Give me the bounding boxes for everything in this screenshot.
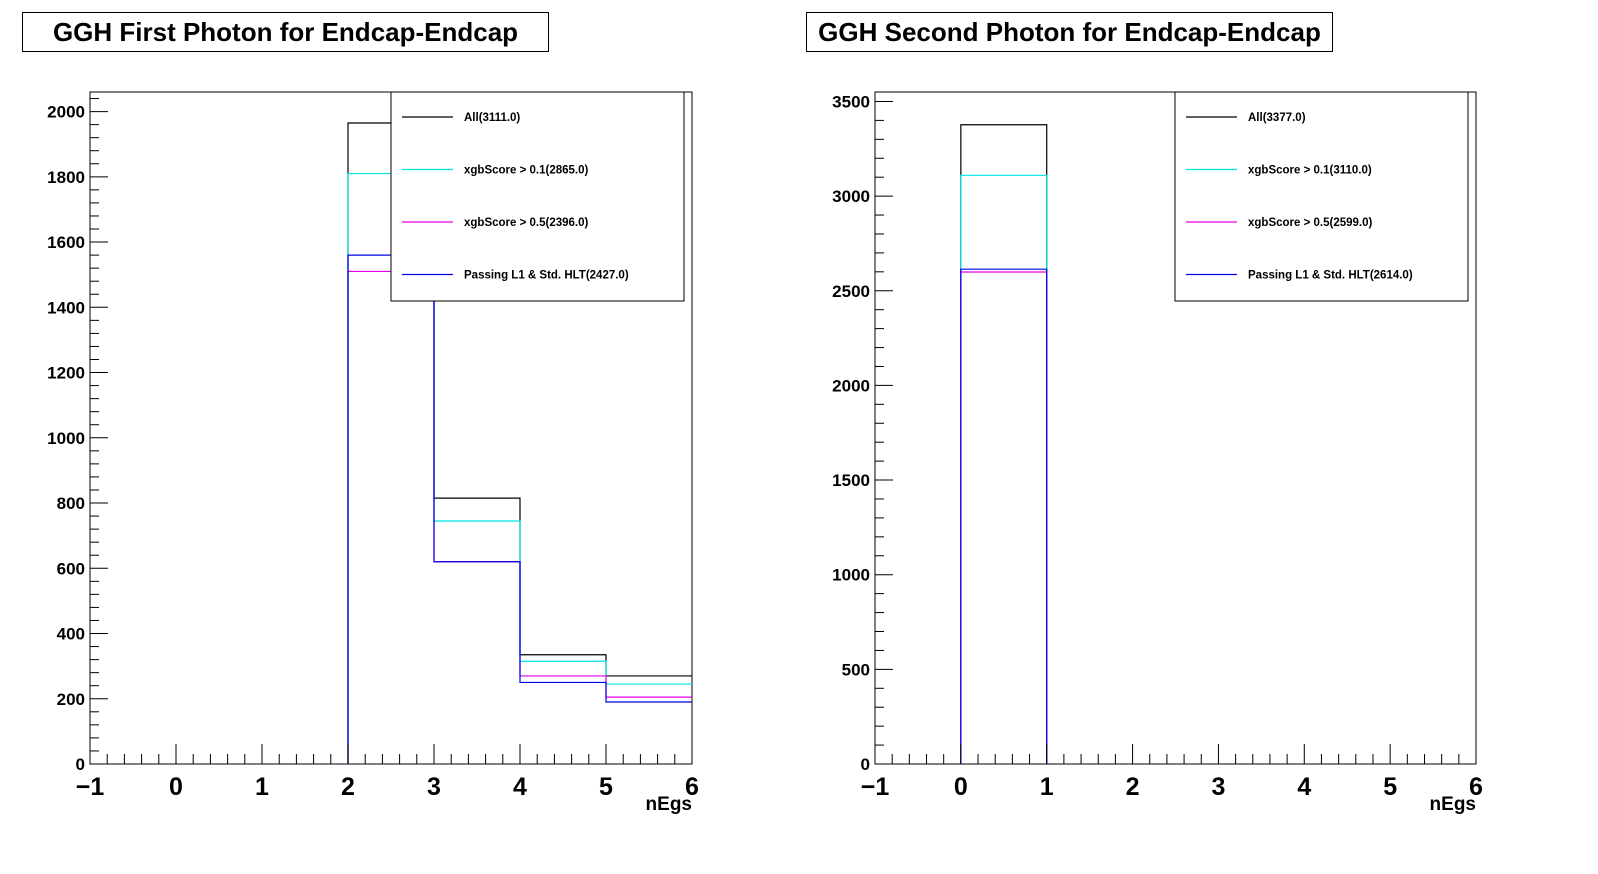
x-tick-label: 4 bbox=[1297, 773, 1311, 801]
y-tick-label: 1500 bbox=[832, 471, 870, 490]
x-tick-label: 3 bbox=[1211, 773, 1225, 801]
y-tick-label: 0 bbox=[76, 755, 85, 774]
x-axis-label: nEgs bbox=[1430, 794, 1476, 815]
y-tick-label: 200 bbox=[57, 690, 85, 709]
y-tick-label: 3000 bbox=[832, 187, 870, 206]
y-tick-label: 1200 bbox=[47, 364, 85, 383]
x-tick-label: 5 bbox=[1383, 773, 1397, 801]
legend-label-1: xgbScore > 0.1(3110.0) bbox=[1248, 165, 1372, 177]
x-tick-label: 6 bbox=[1469, 773, 1483, 801]
y-tick-label: 0 bbox=[861, 755, 870, 774]
legend-label-0: All(3111.0) bbox=[464, 112, 520, 124]
series-line-1 bbox=[960, 174, 1048, 764]
y-tick-label: 800 bbox=[57, 494, 85, 513]
y-tick-label: 2000 bbox=[832, 376, 870, 395]
y-tick-label: 3500 bbox=[832, 92, 870, 111]
chart-title-second-photon: GGH Second Photon for Endcap-Endcap bbox=[806, 12, 1333, 52]
x-tick-label: −1 bbox=[861, 773, 890, 801]
legend-box bbox=[1174, 91, 1469, 302]
histogram-first-photon: −1 0 1 2 3 4 5 6nEgs020040060080010001200140016… bbox=[47, 91, 699, 815]
legend-label-3: Passing L1 & Std. HLT(2427.0) bbox=[464, 270, 629, 282]
x-axis-label: nEgs bbox=[646, 794, 692, 815]
x-tick-label: 0 bbox=[169, 773, 183, 801]
legend-label-0: All(3377.0) bbox=[1248, 112, 1306, 124]
y-tick-label: 1600 bbox=[47, 233, 85, 252]
x-tick-label: −1 bbox=[76, 773, 105, 801]
histogram-second-photon: −1 0 1 2 3 4 5 6nEgs050010001500200025003000350… bbox=[832, 91, 1483, 815]
series-line-3 bbox=[347, 254, 692, 764]
x-tick-label: 5 bbox=[599, 773, 613, 801]
x-tick-label: 1 bbox=[255, 773, 269, 801]
x-tick-label: 4 bbox=[513, 773, 527, 801]
x-tick-label: 0 bbox=[954, 773, 968, 801]
legend-label-1: xgbScore > 0.1(2865.0) bbox=[464, 165, 589, 177]
series-line-2 bbox=[960, 271, 1048, 764]
y-tick-label: 1000 bbox=[832, 566, 870, 585]
x-tick-label: 2 bbox=[1126, 773, 1140, 801]
y-tick-label: 500 bbox=[842, 660, 870, 679]
x-tick-label: 1 bbox=[1040, 773, 1054, 801]
legend-label-3: Passing L1 & Std. HLT(2614.0) bbox=[1248, 270, 1413, 282]
series-line-0 bbox=[960, 124, 1048, 764]
legend-label-2: xgbScore > 0.5(2396.0) bbox=[464, 217, 589, 229]
y-tick-label: 600 bbox=[57, 559, 85, 578]
y-tick-label: 1400 bbox=[47, 298, 85, 317]
y-tick-label: 1000 bbox=[47, 429, 85, 448]
y-tick-label: 2500 bbox=[832, 282, 870, 301]
y-tick-label: 400 bbox=[57, 625, 85, 644]
x-tick-label: 6 bbox=[685, 773, 699, 801]
x-tick-label: 3 bbox=[427, 773, 441, 801]
legend-label-2: xgbScore > 0.5(2599.0) bbox=[1248, 217, 1373, 229]
x-tick-label: 2 bbox=[341, 773, 355, 801]
series-line-3 bbox=[960, 268, 1048, 764]
chart-title-first-photon: GGH First Photon for Endcap-Endcap bbox=[22, 12, 549, 52]
legend-box bbox=[390, 91, 685, 302]
y-tick-label: 1800 bbox=[47, 168, 85, 187]
y-tick-label: 2000 bbox=[47, 103, 85, 122]
